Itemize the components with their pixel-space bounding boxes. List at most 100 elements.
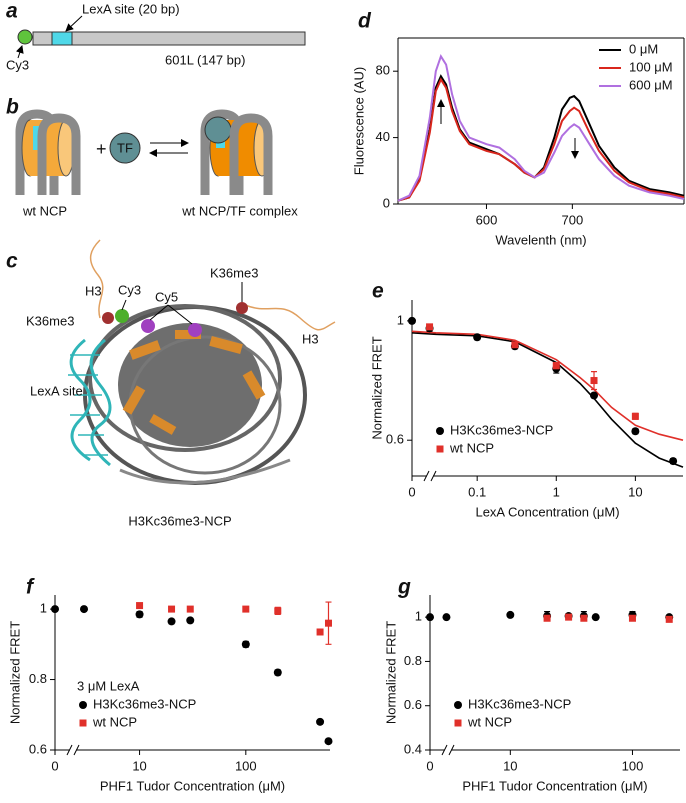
data-point bbox=[316, 717, 325, 726]
legend-label: 100 μM bbox=[629, 59, 673, 74]
y-tick-label: 0 bbox=[383, 195, 390, 210]
structure bbox=[115, 309, 129, 323]
y-tick-label: 0.6 bbox=[386, 432, 404, 447]
nucleosome-complex bbox=[229, 113, 273, 195]
left-caption: wt NCP bbox=[22, 203, 67, 218]
cy3-dye bbox=[17, 29, 33, 45]
x-axis-label: PHF1 Tudor Concentration (μM) bbox=[100, 778, 285, 793]
structure bbox=[236, 302, 248, 314]
tf-label: TF bbox=[117, 140, 133, 155]
structure-name: H3Kc36me3-NCP bbox=[128, 513, 231, 528]
axis-break bbox=[73, 744, 80, 756]
y-tick-label: 0.4 bbox=[404, 741, 422, 756]
x-tick-label: 600 bbox=[476, 212, 498, 227]
y-axis-label: Normalized FRET bbox=[7, 621, 22, 724]
x-tick-label: 100 bbox=[622, 758, 644, 773]
y-tick-label: 1 bbox=[40, 601, 47, 616]
data-point bbox=[324, 737, 333, 746]
data-point bbox=[628, 614, 636, 622]
axis-break bbox=[66, 744, 73, 756]
tf-circle bbox=[109, 132, 141, 164]
y-tick-label: 0.6 bbox=[404, 697, 422, 712]
structure bbox=[244, 304, 336, 331]
data-point bbox=[168, 605, 176, 613]
axis-break bbox=[70, 746, 76, 754]
right-caption: wt NCP/TF complex bbox=[181, 203, 298, 218]
panel-label: c bbox=[6, 250, 18, 273]
y-tick-label: 0.8 bbox=[29, 671, 47, 686]
legend-label: 0 μM bbox=[629, 41, 658, 56]
structure bbox=[102, 312, 114, 324]
axis-break bbox=[441, 744, 448, 756]
data-point bbox=[51, 605, 59, 614]
panel-c: c H3 Cy bbox=[6, 239, 336, 528]
nucleosome bbox=[15, 109, 81, 195]
legend-label: wt NCP bbox=[449, 440, 494, 455]
data-point bbox=[590, 377, 598, 385]
data-point bbox=[665, 615, 673, 623]
legend-marker bbox=[454, 701, 462, 709]
data-point bbox=[186, 605, 194, 613]
panel-a: a LexA site (20 bp) Cy3 601L (147 bp) bbox=[6, 0, 306, 72]
nucleosome-complex bbox=[200, 109, 273, 195]
y-tick-label: 0.8 bbox=[404, 653, 422, 668]
data-point bbox=[565, 613, 573, 621]
y-tick-label: 1 bbox=[415, 609, 422, 624]
data-point bbox=[426, 323, 434, 331]
dna-bar bbox=[32, 31, 306, 46]
structure bbox=[89, 239, 104, 319]
legend-marker bbox=[436, 445, 444, 453]
nucleosome-complex bbox=[204, 116, 232, 144]
data-point bbox=[167, 617, 176, 626]
data-point bbox=[80, 605, 89, 614]
structure bbox=[69, 338, 92, 462]
structure bbox=[209, 336, 243, 354]
lexa-site bbox=[51, 31, 73, 46]
data-point bbox=[631, 427, 640, 436]
site-label: LexA site (20 bp) bbox=[82, 1, 180, 16]
dna-label: 601L (147 bp) bbox=[165, 52, 245, 67]
data-point bbox=[324, 619, 332, 627]
panel-label: d bbox=[358, 10, 372, 33]
y-axis-label: Normalized FRET bbox=[369, 336, 384, 439]
axis-break bbox=[427, 472, 433, 480]
structure bbox=[242, 370, 266, 400]
legend-marker bbox=[79, 719, 87, 727]
x-tick-label: 10 bbox=[132, 758, 146, 773]
data-point bbox=[274, 607, 282, 615]
site-label: LexA site bbox=[30, 383, 83, 398]
cy3-label: Cy3 bbox=[118, 282, 141, 297]
y-axis-label: Normalized FRET bbox=[383, 621, 398, 724]
x-axis-label: LexA Concentration (μM) bbox=[475, 504, 619, 519]
legend-marker bbox=[79, 701, 87, 709]
data-point bbox=[669, 457, 678, 466]
h3-label: H3 bbox=[302, 331, 319, 346]
data-point bbox=[242, 605, 250, 613]
panel-b: b + TF wt NCP wt NCP/TF complex bbox=[6, 96, 298, 219]
legend-label: H3Kc36me3-NCP bbox=[93, 696, 196, 711]
structure bbox=[88, 304, 282, 452]
x-tick-label: 0 bbox=[51, 758, 58, 773]
legend-marker bbox=[454, 719, 462, 727]
data-point bbox=[135, 610, 144, 619]
structure bbox=[149, 304, 169, 321]
data-point bbox=[186, 616, 195, 625]
k36-label: K36me3 bbox=[26, 313, 74, 328]
structure bbox=[121, 299, 127, 311]
y-tick-label: 0.6 bbox=[29, 741, 47, 756]
legend-marker bbox=[436, 427, 444, 435]
x-tick-label: 100 bbox=[235, 758, 257, 773]
structure bbox=[89, 338, 112, 467]
data-point bbox=[506, 610, 515, 619]
annotation: 3 μM LexA bbox=[77, 678, 140, 693]
data-point bbox=[273, 668, 282, 677]
x-axis-label: PHF1 Tudor Concentration (μM) bbox=[462, 778, 647, 793]
legend-label: H3Kc36me3-NCP bbox=[450, 422, 553, 437]
plus: + bbox=[96, 139, 107, 159]
nucleosome bbox=[37, 113, 81, 195]
structure bbox=[141, 319, 155, 333]
structure bbox=[68, 354, 108, 456]
data-point bbox=[426, 613, 434, 622]
legend-label: H3Kc36me3-NCP bbox=[468, 696, 571, 711]
